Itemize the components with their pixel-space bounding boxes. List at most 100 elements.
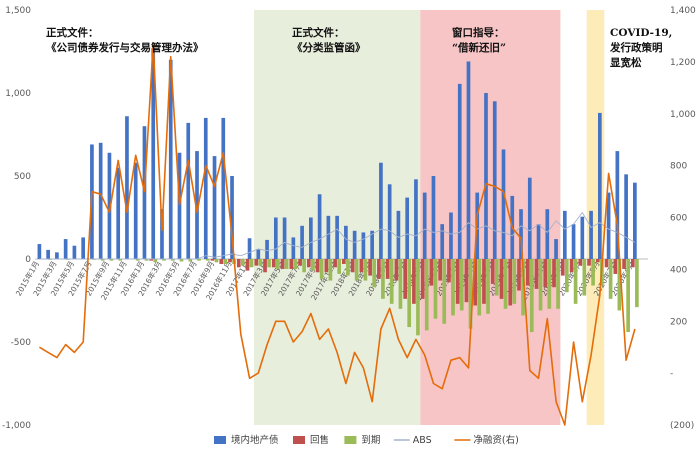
- region-annotation-line: 《分类监管函》: [292, 41, 366, 54]
- bar-maturity: [556, 259, 560, 309]
- bar-putback: [569, 259, 574, 273]
- bar-maturity: [442, 259, 447, 324]
- bar-putback: [254, 259, 259, 266]
- bar-issuance: [606, 192, 611, 259]
- y-left-tick-label: 500: [14, 172, 31, 182]
- bar-maturity: [617, 259, 622, 311]
- policy-region-3: [420, 10, 561, 425]
- bar-maturity: [635, 259, 639, 308]
- bar-putback: [289, 259, 294, 269]
- bar-issuance: [527, 177, 532, 259]
- bar-maturity: [118, 259, 123, 261]
- bar-putback: [578, 259, 583, 266]
- bar-maturity: [276, 259, 280, 269]
- y-left-tick-label: -500: [11, 338, 32, 348]
- bar-putback: [525, 259, 530, 286]
- legend: 境内地产债 回售 到期 ABS 净融资(右): [214, 434, 519, 446]
- y-right-tick-label: 800: [670, 162, 687, 172]
- bar-issuance: [370, 230, 374, 259]
- bar-issuance: [72, 245, 77, 259]
- region-annotation-line: 《公司债券发行与交易管理办法》: [46, 41, 204, 54]
- bar-putback: [271, 259, 276, 268]
- bar-issuance: [519, 209, 523, 259]
- bar-putback: [228, 259, 232, 263]
- bar-putback: [517, 259, 521, 291]
- bar-issuance: [431, 176, 436, 259]
- legend-swatch: [293, 436, 305, 444]
- bar-issuance: [457, 83, 462, 260]
- bar-maturity: [293, 259, 298, 269]
- bar-maturity: [188, 259, 193, 262]
- legend-label: 到期: [361, 434, 380, 446]
- bar-issuance: [536, 224, 541, 259]
- bar-issuance: [440, 224, 445, 259]
- bar-issuance: [309, 217, 313, 259]
- bar-maturity: [573, 259, 578, 304]
- region-annotation-line: 显宽松: [610, 56, 642, 69]
- bar-putback: [149, 259, 154, 261]
- bar-maturity: [407, 259, 412, 328]
- bar-issuance: [186, 122, 191, 259]
- bar-putback: [236, 259, 241, 268]
- bar-issuance: [633, 182, 637, 259]
- bar-issuance: [300, 225, 304, 259]
- bar-maturity: [416, 259, 420, 336]
- bar-putback: [560, 259, 565, 276]
- bar-maturity: [319, 259, 324, 279]
- bar-issuance: [335, 215, 339, 259]
- bar-issuance: [562, 210, 567, 259]
- legend-label: 境内地产债: [231, 434, 279, 446]
- bar-issuance: [168, 59, 173, 259]
- bar-putback: [447, 259, 451, 283]
- bar-maturity: [468, 259, 473, 329]
- bar-maturity: [582, 259, 587, 296]
- series-line-abs: [39, 212, 636, 260]
- bar-putback: [306, 259, 311, 268]
- bar-putback: [473, 259, 478, 306]
- bar-maturity: [529, 259, 534, 333]
- y-right-tick-label: (200): [670, 421, 694, 431]
- bar-issuance: [81, 237, 86, 259]
- bar-maturity: [205, 259, 210, 261]
- y-left-tick-label: 1,000: [5, 89, 31, 99]
- bar-issuance: [554, 239, 558, 259]
- bar-putback: [333, 259, 337, 268]
- y-right-tick-label: 200: [670, 317, 687, 327]
- bar-maturity: [144, 259, 149, 261]
- bar-maturity: [626, 259, 630, 333]
- bar-maturity: [608, 259, 613, 299]
- y-left-tick-label: 1,500: [5, 6, 31, 16]
- bar-issuance: [344, 225, 348, 259]
- region-annotations: 正式文件：《公司债券发行与交易管理办法》正式文件：《分类监管函》窗口指导：“借新…: [46, 26, 672, 69]
- bar-issuance: [63, 239, 68, 259]
- bar-issuance: [107, 152, 112, 259]
- bar-putback: [359, 259, 364, 273]
- legend-label: ABS: [413, 435, 432, 446]
- bar-putback: [420, 259, 425, 299]
- bar-putback: [298, 259, 302, 266]
- bar-issuance: [615, 151, 620, 259]
- bar-maturity: [398, 259, 403, 309]
- bar-maturity: [521, 259, 525, 316]
- bar-issuance: [37, 244, 42, 259]
- bar-issuance: [414, 179, 418, 259]
- bar-maturity: [538, 259, 543, 311]
- bar-issuance: [203, 117, 208, 260]
- bar-issuance: [352, 230, 357, 259]
- bar-putback: [394, 259, 399, 281]
- bar-maturity: [240, 259, 245, 266]
- bar-issuance: [230, 176, 234, 259]
- bar-maturity: [197, 259, 201, 261]
- bar-maturity: [100, 259, 105, 261]
- bar-maturity: [547, 259, 552, 309]
- bar-putback: [210, 259, 215, 261]
- bar-maturity: [311, 259, 315, 271]
- bar-putback: [631, 259, 635, 268]
- bar-putback: [377, 259, 381, 279]
- bar-maturity: [512, 259, 517, 304]
- bar-putback: [543, 259, 548, 288]
- bar-putback: [455, 259, 460, 304]
- bar-putback: [412, 259, 416, 304]
- bar-putback: [499, 259, 504, 299]
